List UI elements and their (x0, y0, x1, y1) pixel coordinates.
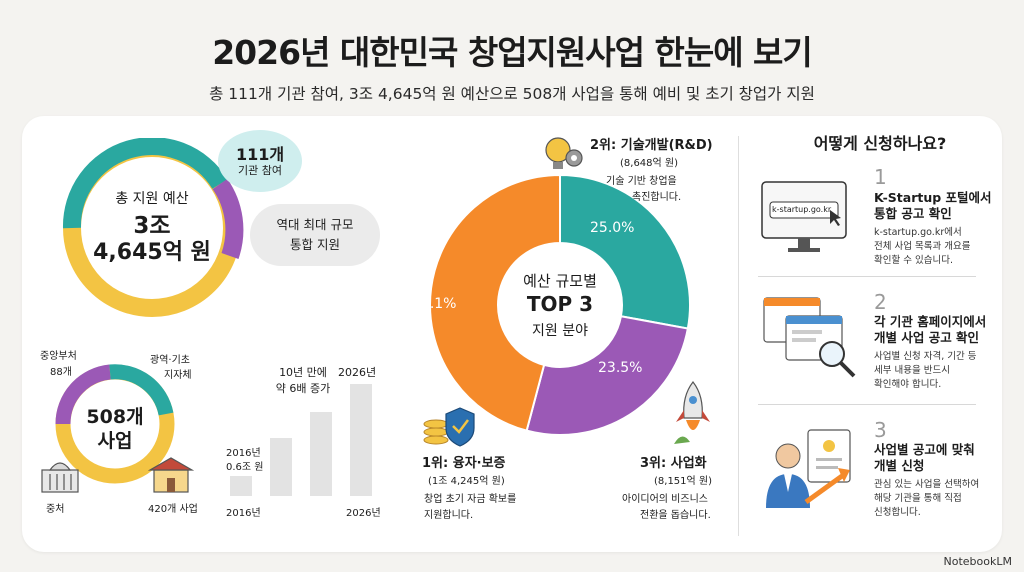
donut-center-line3: 지원 분야 (532, 323, 588, 339)
growth-x-start: 2016년 (226, 508, 261, 519)
growth-start-year: 2016년 (226, 448, 261, 459)
lightbulb-gear-icon (545, 137, 583, 169)
programs-ring-teal (109, 364, 174, 416)
rank1-amount: (1조 4,245억 원) (428, 476, 505, 487)
growth-bar-1 (230, 476, 252, 496)
local-government-icon (148, 457, 194, 493)
local-label2: 지자체 (164, 370, 192, 381)
rank2-title: 2위: 기술개발(R&D) (590, 138, 713, 153)
growth-x-end: 2026년 (346, 508, 381, 519)
growth-bar-3 (310, 412, 332, 496)
computer-monitor-icon (761, 181, 847, 252)
step1-desc-line1: k-startup.go.kr에서 (874, 227, 962, 238)
step1-title-line1: K-Startup 포털에서 (874, 190, 992, 205)
rank1-desc1: 창업 초기 자금 확보를 (424, 494, 517, 505)
donut-slice-loan (429, 173, 561, 432)
step-divider-1 (758, 276, 976, 277)
step3-number: 3 (874, 418, 887, 442)
step3-desc-line3: 신청합니다. (874, 507, 921, 518)
budget-amount-line2: 4,645억 원 (93, 240, 211, 265)
central-label: 중앙부처 (40, 351, 77, 362)
budget-amount-line1: 3조 (133, 213, 171, 239)
step2-desc-line2: 세부 내용을 반드시 (874, 365, 950, 376)
rank3-desc1: 아이디어의 비즈니스 (622, 494, 708, 505)
budget-donut (429, 173, 691, 436)
rank1-title: 1위: 융자·보증 (422, 456, 506, 471)
donut-center-line2: TOP 3 (526, 292, 594, 316)
donut-center-line1: 예산 규모별 (523, 272, 597, 290)
growth-end-year: 2026년 (338, 366, 377, 379)
browser-magnifier-icon (763, 297, 856, 378)
local-label: 광역·기초 (150, 355, 190, 366)
step2-number: 2 (874, 290, 887, 314)
budget-ring-teal (62, 138, 228, 229)
central-count: 88개 (50, 367, 72, 378)
rank1-desc2: 지원합니다. (424, 510, 474, 521)
step1-desc-line3: 확인할 수 있습니다. (874, 255, 953, 266)
rank2-amount: (8,648억 원) (620, 158, 679, 169)
programs-ring (55, 364, 175, 484)
step1-number: 1 (874, 165, 887, 189)
growth-start-value: 0.6조 원 (226, 462, 264, 473)
donut-slice-rnd (559, 173, 691, 330)
step3-desc-line1: 관심 있는 사업을 선택하여 (874, 479, 980, 490)
step2-desc-line1: 사업별 신청 자격, 기간 등 (874, 351, 977, 362)
page-subtitle: 총 111개 기관 참여, 3조 4,645억 원 예산으로 508개 사업을 … (209, 85, 815, 103)
growth-bar-4 (350, 384, 372, 496)
note-bubble (250, 204, 380, 266)
orgs-count: 111개 (235, 145, 285, 164)
programs-ring-purple (55, 364, 112, 425)
step1-title-line2: 통합 공고 확인 (874, 206, 952, 221)
step1-desc-line2: 전체 사업 목록과 개요를 (874, 241, 971, 252)
note-line2: 통합 지원 (290, 237, 340, 252)
step2-title-line2: 개별 사업 공고 확인 (874, 330, 980, 345)
rank3-desc2: 전환을 돕습니다. (640, 510, 711, 521)
applicant-document-icon (766, 429, 851, 508)
step3-title-line1: 사업별 공고에 맞춰 (874, 442, 975, 457)
growth-bars (230, 384, 372, 496)
budget-ring (62, 138, 244, 317)
orgs-bubble (218, 130, 302, 192)
rank2-desc1: 기술 기반 창업을 (606, 176, 677, 187)
notebooklm-watermark: NotebookLM (943, 555, 1012, 568)
growth-bar-2 (270, 438, 292, 496)
local-programs-label: 420개 사업 (148, 504, 198, 515)
rocket-icon (674, 381, 710, 444)
step3-title-line2: 개별 신청 (874, 458, 925, 473)
steps-title: 어떻게 신청하나요? (813, 134, 947, 153)
rank3-amount: (8,151억 원) (654, 476, 713, 487)
government-building-icon (41, 462, 79, 493)
step-divider-2 (758, 404, 976, 405)
budget-label: 총 지원 예산 (115, 191, 189, 207)
central-bottom-label: 중처 (46, 504, 65, 515)
page-title: 2026년 대한민국 창업지원사업 한눈에 보기 (212, 33, 813, 72)
step2-title-line1: 각 기관 홈페이지에서 (874, 314, 987, 329)
programs-count: 508개 (86, 406, 144, 428)
growth-annotation-line2: 약 6배 증가 (275, 382, 331, 395)
programs-unit: 사업 (97, 430, 133, 452)
orgs-label: 기관 참여 (238, 164, 282, 177)
slice-label-loan: 41.1% (412, 296, 457, 312)
rank3-title: 3위: 사업화 (640, 456, 707, 471)
column-divider (738, 136, 739, 536)
step3-desc-line2: 해당 기관을 통해 직접 (874, 493, 962, 504)
coins-shield-icon (423, 407, 475, 447)
rank2-desc2: 촉진합니다. (632, 192, 682, 203)
note-line1: 역대 최대 규모 (276, 217, 354, 232)
slice-label-commercial: 23.5% (598, 360, 643, 376)
step2-desc-line3: 확인해야 합니다. (874, 379, 942, 390)
growth-annotation-line1: 10년 만에 (279, 366, 327, 379)
donut-slice-commercialization (525, 315, 690, 436)
slice-label-rnd: 25.0% (590, 220, 635, 236)
budget-ring-purple (212, 178, 244, 259)
url-text: k-startup.go.kr (772, 205, 832, 214)
